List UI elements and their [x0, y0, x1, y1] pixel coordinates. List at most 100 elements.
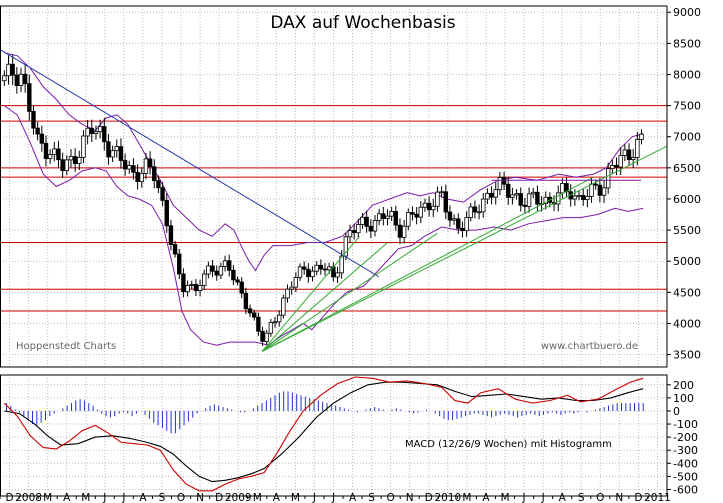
candle-body — [260, 330, 265, 342]
candle-body — [310, 270, 315, 278]
candle-body — [314, 264, 319, 272]
candle — [431, 198, 436, 218]
candle-body — [343, 236, 349, 257]
candle-body — [210, 265, 215, 272]
candle-body — [85, 127, 90, 137]
x-tick-label: 2010 — [434, 492, 461, 503]
candle-body — [447, 211, 453, 221]
x-tick-label: A — [139, 492, 147, 503]
candle — [351, 223, 357, 240]
candle — [97, 119, 103, 139]
candle-body — [514, 193, 519, 196]
candle — [410, 206, 415, 221]
candle-body — [531, 191, 536, 195]
candle-body — [618, 155, 623, 168]
candle — [39, 125, 45, 152]
macd-caption: MACD (12/26/9 Wochen) mit Histogramm — [405, 439, 612, 450]
x-tick-label: J — [522, 492, 526, 503]
candle — [252, 309, 257, 321]
candle-body — [60, 159, 65, 172]
candle-body — [106, 141, 111, 158]
candle — [593, 179, 598, 190]
candle — [43, 135, 49, 167]
candle-body — [464, 217, 469, 232]
candle — [447, 205, 453, 227]
candle — [272, 316, 278, 328]
candle-body — [431, 205, 436, 211]
candle-body — [368, 225, 374, 232]
candle-body — [139, 173, 144, 183]
axes — [0, 5, 671, 499]
candle — [435, 186, 440, 212]
candle — [139, 167, 144, 188]
candle-body — [152, 166, 157, 182]
macd-y-tick-label: 200 — [673, 379, 694, 392]
candle — [152, 159, 157, 189]
x-tick-label: M — [43, 492, 52, 503]
candle-body — [556, 192, 561, 205]
candle-body — [501, 177, 507, 185]
x-tick-label: J — [102, 492, 106, 503]
candle — [172, 240, 178, 258]
candle-body — [322, 268, 328, 271]
x-tick-label: S — [159, 492, 166, 503]
price-y-tick-label: 9000 — [673, 6, 701, 19]
candle-body — [202, 273, 207, 286]
candle — [456, 213, 461, 234]
candle-body — [97, 126, 103, 133]
x-tick-label: M — [253, 492, 262, 503]
candle — [626, 143, 632, 167]
candle — [118, 138, 124, 169]
price-grid — [0, 6, 667, 367]
price-y-tick-label: 7000 — [673, 131, 701, 144]
price-y-tick-label: 4000 — [673, 317, 701, 330]
candle — [414, 207, 419, 225]
x-tick-label: 2011 — [644, 492, 671, 503]
candle — [322, 263, 328, 276]
candle-body — [264, 332, 269, 342]
macd-y-tick-label: -300 — [673, 444, 698, 457]
candle-body — [218, 266, 224, 276]
price-y-tick-label: 7500 — [673, 100, 701, 113]
candle — [281, 294, 286, 319]
candle — [122, 153, 128, 176]
candle — [168, 219, 174, 251]
candle — [314, 261, 319, 276]
candle — [581, 188, 586, 206]
candle-body — [10, 63, 15, 76]
candle-body — [622, 149, 628, 156]
candle — [422, 198, 428, 212]
x-tick-label: J — [331, 492, 335, 503]
candle-body — [543, 196, 548, 205]
candle-body — [593, 183, 598, 186]
trendline-downtrend — [0, 49, 380, 278]
macd-panel — [3, 376, 644, 492]
x-tick-label: O — [177, 492, 185, 503]
candle-body — [281, 297, 286, 316]
candle — [81, 130, 86, 164]
candle — [276, 310, 282, 327]
candle — [235, 276, 240, 286]
candle — [576, 190, 582, 201]
candle — [110, 145, 115, 162]
candle — [181, 268, 186, 298]
candle-body — [2, 75, 7, 82]
candle — [239, 277, 244, 299]
candle — [364, 210, 369, 233]
candle-body — [381, 213, 386, 219]
x-tick-label: D — [634, 492, 642, 503]
candle — [102, 117, 107, 151]
candle-body — [372, 220, 378, 232]
candle — [77, 150, 82, 171]
candle-body — [389, 211, 394, 217]
candle — [622, 144, 628, 162]
candle-body — [268, 322, 274, 334]
candle-body — [239, 281, 244, 294]
candle-body — [285, 288, 290, 299]
candle — [6, 55, 11, 85]
candle-body — [439, 191, 444, 194]
candle-body — [376, 213, 382, 221]
candle — [156, 175, 161, 193]
candle-body — [451, 218, 457, 221]
candle-body — [397, 224, 403, 238]
